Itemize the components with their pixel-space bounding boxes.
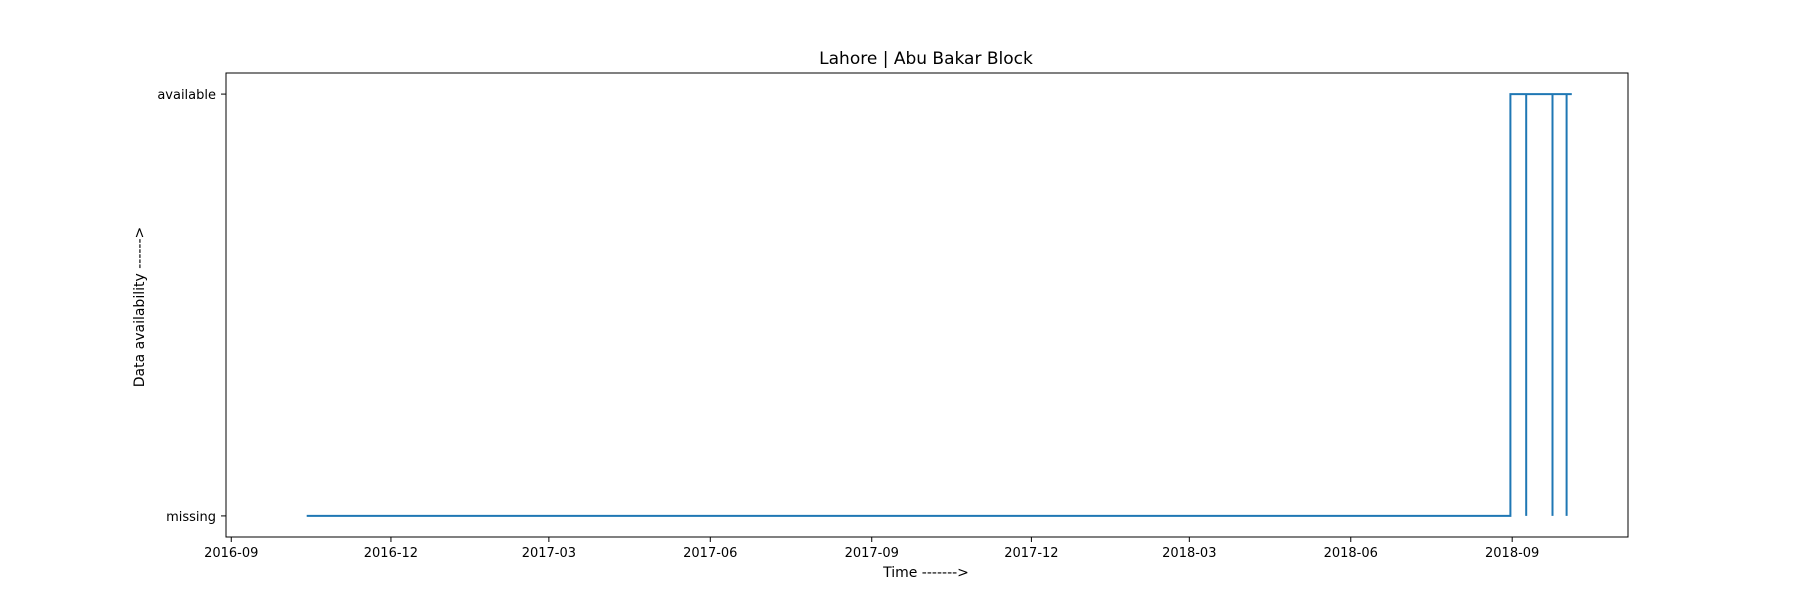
x-tick-label: 2017-03 (522, 546, 576, 561)
x-tick-label: 2016-12 (364, 546, 418, 561)
x-tick-label: 2017-09 (845, 546, 899, 561)
x-tick-label: 2018-03 (1162, 546, 1216, 561)
axes-frame (225, 72, 1629, 538)
x-tick-label: 2017-12 (1004, 546, 1058, 561)
y-tick-label: available (157, 88, 216, 103)
x-axis-label: Time -------> (882, 565, 969, 581)
y-tick-label: missing (166, 510, 216, 525)
series-line-0 (306, 93, 1572, 517)
x-tick-label: 2018-09 (1485, 546, 1539, 561)
plot-area: 2016-09 2016-12 2017-03 2017-06 2017-09 2017-… (157, 72, 1629, 561)
x-tick-label: 2018-06 (1324, 546, 1378, 561)
x-tick-label: 2016-09 (204, 546, 258, 561)
chart-title: Lahore | Abu Bakar Block (819, 49, 1033, 69)
y-axis-label: Data availability ------> (132, 227, 148, 388)
x-tick-label: 2017-06 (683, 546, 737, 561)
